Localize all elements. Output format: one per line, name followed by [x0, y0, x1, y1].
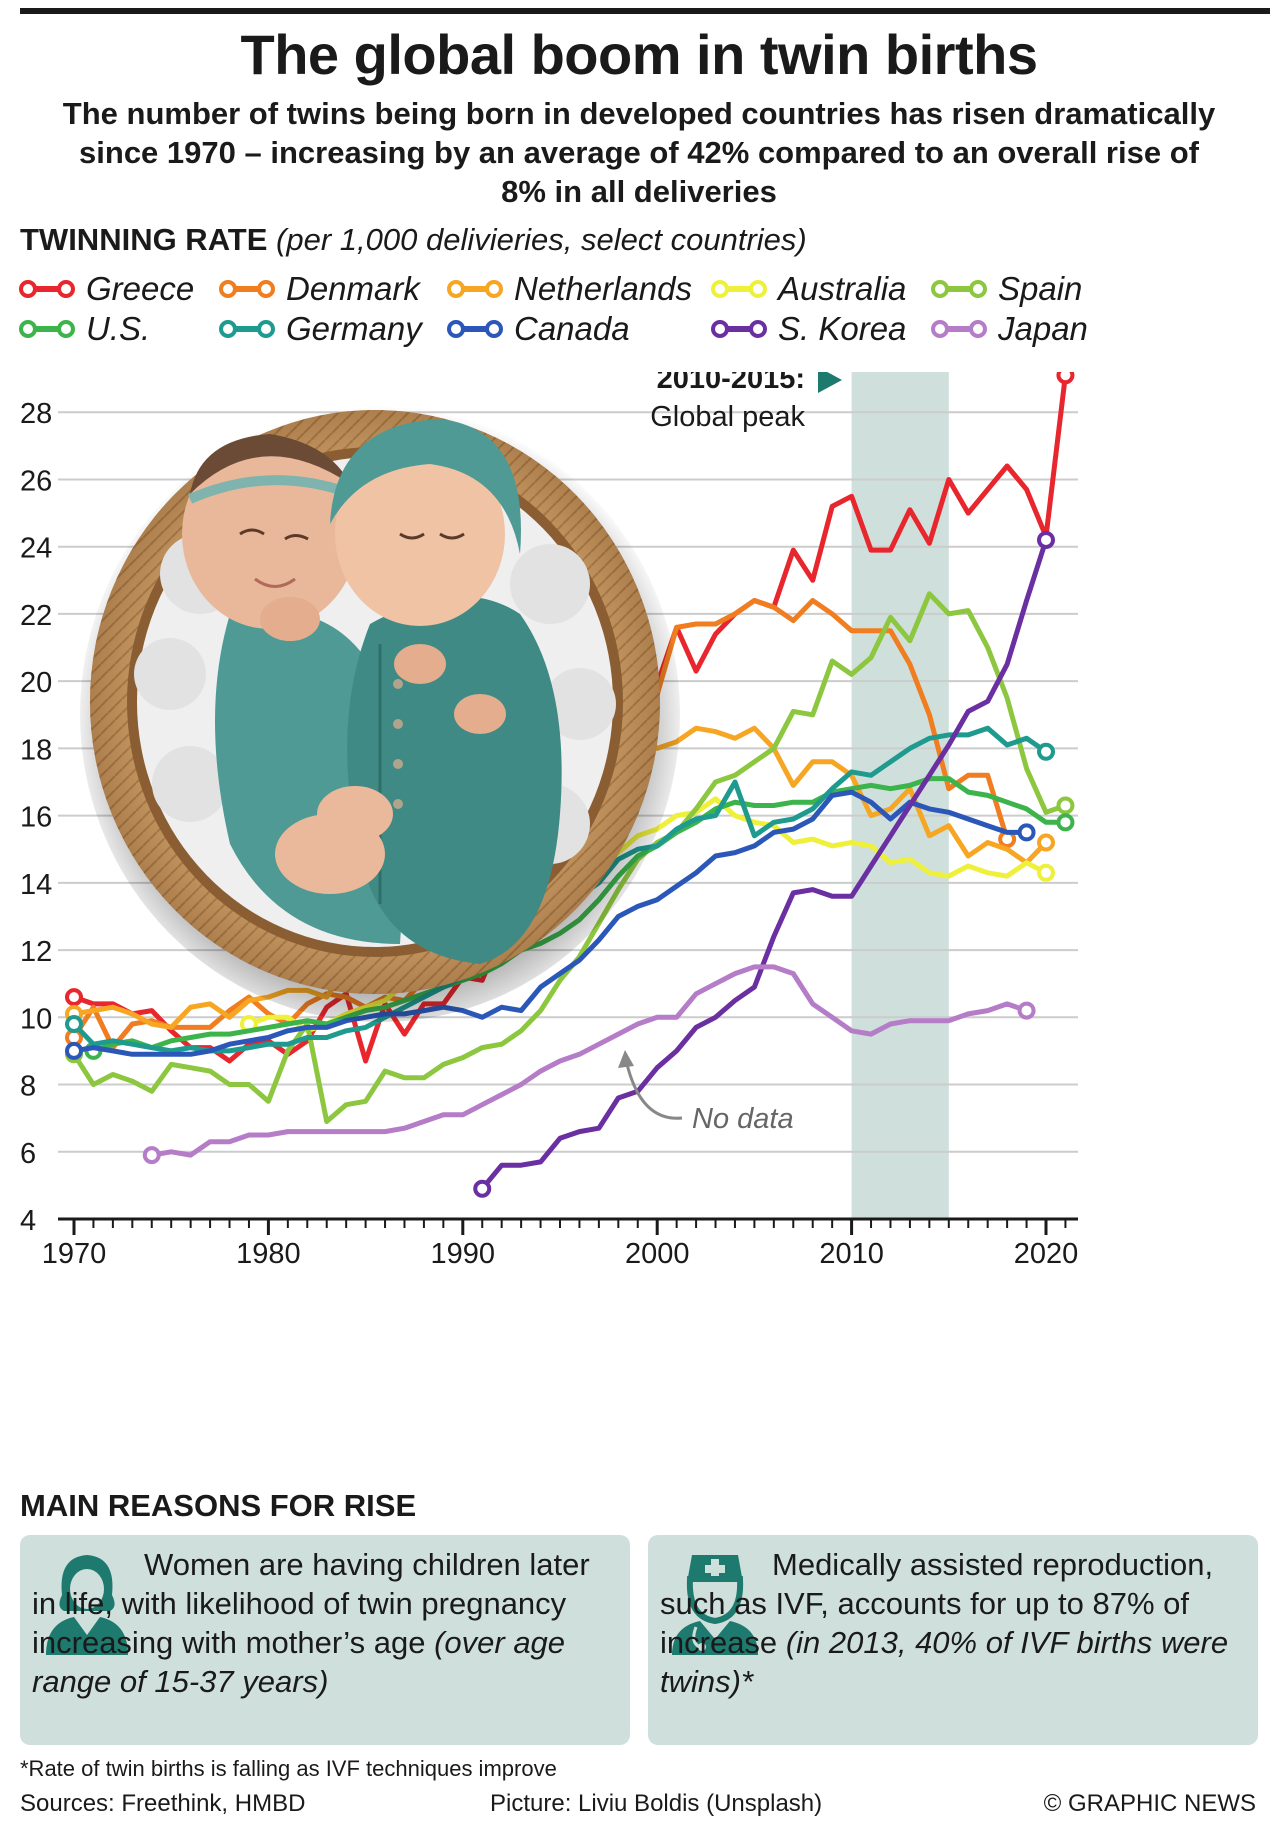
legend-swatch-icon: [19, 320, 75, 338]
legend-swatch-icon: [931, 320, 987, 338]
legend-swatch-icon: [447, 280, 503, 298]
series-end-marker: [1017, 1001, 1036, 1020]
legend-swatch-icon: [219, 280, 275, 298]
legend-item-u-s-: U.S.: [18, 310, 150, 348]
y-tick-label: 24: [20, 533, 52, 565]
y-tick-label: 4: [20, 1205, 36, 1237]
sources: Sources: Freethink, HMBD: [20, 1790, 306, 1817]
reason-ivf-text: Medically assisted reproduction, such as…: [660, 1545, 1250, 1701]
y-tick-label: 28: [20, 398, 52, 430]
legend-label: Spain: [998, 270, 1083, 307]
y-tick-label: 18: [20, 734, 52, 766]
legend-item-s-korea: S. Korea: [710, 310, 906, 348]
legend-label: Japan: [998, 310, 1088, 347]
series-line-s-korea: [479, 537, 1049, 1192]
axis-heading-note: (per 1,000 delivieries, select countries…: [276, 222, 807, 257]
legend-label: Greece: [86, 270, 195, 307]
legend-item-spain: Spain: [930, 270, 1082, 308]
peak-arrow-icon: [818, 372, 842, 393]
reason-age-main: Women are having children later in life,…: [32, 1547, 590, 1660]
twin-babies-photo: [80, 406, 680, 1022]
series-start-marker: [473, 1179, 492, 1198]
legend-item-netherlands: Netherlands: [446, 270, 692, 308]
series-end-marker: [1017, 823, 1036, 842]
y-tick-label: 14: [20, 869, 52, 901]
reason-card-age: Women are having children later in life,…: [20, 1535, 630, 1745]
series-line-japan: [149, 964, 1030, 1158]
series-start-marker: [65, 1041, 83, 1060]
legend-swatch-icon: [711, 280, 767, 298]
series-end-marker: [1056, 813, 1075, 832]
series-start-marker: [65, 988, 83, 1007]
series-end-marker: [1037, 530, 1055, 549]
y-tick-label: 12: [20, 936, 52, 968]
axis-heading: TWINNING RATE (per 1,000 delivieries, se…: [20, 222, 807, 258]
peak-sublabel: Global peak: [650, 401, 805, 433]
legend-label: Germany: [286, 310, 422, 347]
picture-credit: Picture: Liviu Boldis (Unsplash): [490, 1790, 823, 1817]
series-start-marker: [142, 1146, 161, 1165]
legend-item-australia: Australia: [710, 270, 906, 308]
y-tick-label: 22: [20, 600, 52, 632]
no-data-label: No data: [692, 1103, 794, 1135]
legend-item-germany: Germany: [218, 310, 422, 348]
x-tick-label: 1990: [431, 1238, 496, 1270]
subtitle: The number of twins being born in develo…: [62, 96, 1216, 209]
no-data-pointer: [624, 1059, 683, 1120]
no-data-arrowhead-icon: [618, 1050, 634, 1068]
legend-label: S. Korea: [778, 310, 907, 347]
series-end-marker: [1037, 863, 1055, 882]
series-end-marker: [1037, 833, 1055, 852]
legend-swatch-icon: [931, 280, 987, 298]
y-tick-label: 10: [20, 1003, 52, 1035]
woman-icon: [46, 1555, 128, 1655]
reason-age-note: (over age range of 15-37 years): [32, 1625, 566, 1699]
legend-label: Denmark: [286, 270, 420, 307]
y-tick-label: 20: [20, 667, 52, 699]
peak-label: 2010-2015:: [657, 372, 805, 395]
series-line-canada: [71, 789, 1030, 1057]
chart-legend: Greece Denmark Netherlands Australia Spa…: [18, 270, 1263, 370]
y-tick-label: 16: [20, 802, 52, 834]
y-tick-label: 26: [20, 465, 52, 497]
legend-label: Netherlands: [514, 270, 692, 307]
axis-heading-main: TWINNING RATE: [20, 222, 268, 257]
legend-swatch-icon: [19, 280, 75, 298]
legend-label: Canada: [514, 310, 630, 347]
x-tick-label: 2010: [819, 1238, 884, 1270]
footnote: *Rate of twin births is falling as IVF t…: [20, 1756, 557, 1781]
legend-label: U.S.: [86, 310, 151, 347]
series-end-marker: [1056, 796, 1075, 815]
nurse-icon: [672, 1555, 758, 1655]
reasons-heading: MAIN REASONS FOR RISE: [20, 1488, 417, 1523]
legend-item-canada: Canada: [446, 310, 630, 348]
page-title: The global boom in twin births: [240, 23, 1038, 86]
x-tick-label: 1980: [236, 1238, 301, 1270]
legend-swatch-icon: [711, 320, 767, 338]
legend-item-japan: Japan: [930, 310, 1088, 348]
series-end-marker: [1037, 742, 1055, 761]
legend-item-denmark: Denmark: [218, 270, 420, 308]
reason-ivf-main: Medically assisted reproduction, such as…: [660, 1547, 1214, 1660]
copyright: © GRAPHIC NEWS: [1043, 1790, 1256, 1817]
x-tick-label: 1970: [42, 1238, 107, 1270]
y-tick-label: 8: [20, 1071, 36, 1103]
series-end-marker: [1056, 372, 1075, 385]
legend-label: Australia: [778, 270, 907, 307]
series-start-marker: [65, 1015, 83, 1034]
legend-item-greece: Greece: [18, 270, 194, 308]
x-tick-label: 2020: [1014, 1238, 1079, 1270]
y-tick-label: 6: [20, 1138, 36, 1170]
legend-swatch-icon: [447, 320, 503, 338]
top-rule: [20, 8, 1270, 14]
reason-card-ivf: Medically assisted reproduction, such as…: [648, 1535, 1258, 1745]
reason-ivf-note: (in 2013, 40% of IVF births were twins)*: [660, 1625, 1229, 1699]
legend-swatch-icon: [219, 320, 275, 338]
x-tick-label: 2000: [625, 1238, 690, 1270]
reason-age-text: Women are having children later in life,…: [32, 1545, 622, 1701]
